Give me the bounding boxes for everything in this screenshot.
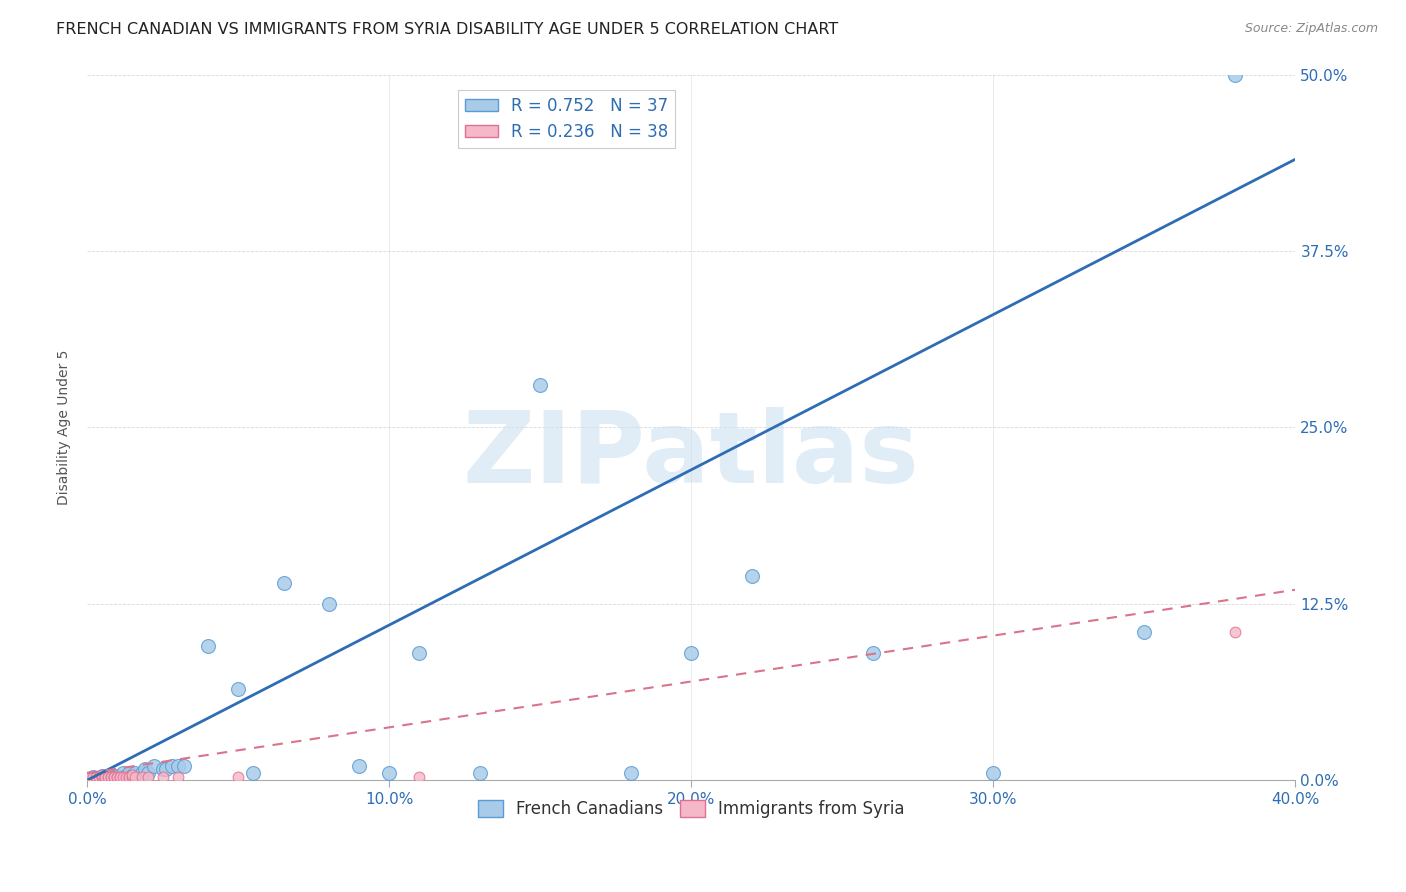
Point bbox=[347, 759, 370, 773]
Point bbox=[160, 759, 183, 773]
Point bbox=[103, 771, 125, 785]
Point bbox=[273, 575, 295, 590]
Text: FRENCH CANADIAN VS IMMIGRANTS FROM SYRIA DISABILITY AGE UNDER 5 CORRELATION CHAR: FRENCH CANADIAN VS IMMIGRANTS FROM SYRIA… bbox=[56, 22, 838, 37]
Point bbox=[118, 766, 141, 780]
Point bbox=[681, 646, 703, 660]
Point bbox=[84, 771, 107, 785]
Point bbox=[82, 771, 104, 785]
Point bbox=[105, 771, 128, 785]
Point bbox=[115, 769, 138, 783]
Point bbox=[378, 766, 401, 780]
Point bbox=[91, 771, 114, 785]
Point bbox=[1223, 625, 1246, 640]
Point bbox=[1133, 625, 1156, 640]
Point bbox=[105, 769, 128, 783]
Point bbox=[103, 771, 125, 785]
Point bbox=[112, 771, 135, 785]
Point bbox=[76, 771, 98, 785]
Point bbox=[84, 771, 107, 785]
Point bbox=[89, 771, 111, 785]
Point bbox=[136, 766, 159, 780]
Point bbox=[142, 759, 165, 773]
Point bbox=[100, 769, 122, 783]
Point bbox=[110, 771, 132, 785]
Point bbox=[197, 639, 219, 653]
Point bbox=[468, 766, 491, 780]
Point bbox=[121, 767, 143, 781]
Point bbox=[155, 762, 177, 776]
Point bbox=[103, 771, 125, 785]
Point bbox=[121, 769, 143, 783]
Point bbox=[529, 378, 551, 392]
Point bbox=[134, 762, 156, 776]
Point bbox=[983, 766, 1005, 780]
Point bbox=[94, 771, 117, 785]
Point bbox=[97, 771, 120, 785]
Point bbox=[103, 771, 125, 785]
Point bbox=[741, 568, 763, 582]
Point bbox=[226, 681, 249, 696]
Point bbox=[82, 771, 104, 785]
Point bbox=[408, 771, 430, 785]
Point bbox=[242, 766, 264, 780]
Point bbox=[94, 771, 117, 785]
Point bbox=[100, 771, 122, 785]
Point bbox=[91, 767, 114, 781]
Legend: French Canadians, Immigrants from Syria: French Canadians, Immigrants from Syria bbox=[471, 793, 911, 825]
Point bbox=[105, 771, 128, 785]
Point bbox=[115, 771, 138, 785]
Point bbox=[112, 766, 135, 780]
Point bbox=[124, 771, 146, 785]
Point bbox=[100, 771, 122, 785]
Point bbox=[91, 771, 114, 785]
Point bbox=[94, 771, 117, 785]
Point bbox=[862, 646, 884, 660]
Point bbox=[89, 771, 111, 785]
Point bbox=[124, 766, 146, 780]
Point bbox=[318, 597, 340, 611]
Point bbox=[118, 771, 141, 785]
Y-axis label: Disability Age Under 5: Disability Age Under 5 bbox=[58, 350, 72, 505]
Point bbox=[136, 771, 159, 785]
Point bbox=[166, 771, 188, 785]
Point bbox=[166, 759, 188, 773]
Text: ZIPatlas: ZIPatlas bbox=[463, 407, 920, 504]
Point bbox=[79, 771, 101, 785]
Point bbox=[408, 646, 430, 660]
Point bbox=[110, 771, 132, 785]
Point bbox=[1223, 68, 1246, 82]
Point bbox=[173, 759, 195, 773]
Point bbox=[152, 762, 174, 776]
Point bbox=[94, 771, 117, 785]
Point bbox=[91, 769, 114, 783]
Point bbox=[131, 771, 153, 785]
Point bbox=[131, 766, 153, 780]
Point bbox=[118, 771, 141, 785]
Point bbox=[152, 771, 174, 785]
Point bbox=[226, 771, 249, 785]
Point bbox=[121, 771, 143, 785]
Point bbox=[97, 771, 120, 785]
Text: Source: ZipAtlas.com: Source: ZipAtlas.com bbox=[1244, 22, 1378, 36]
Point bbox=[620, 766, 643, 780]
